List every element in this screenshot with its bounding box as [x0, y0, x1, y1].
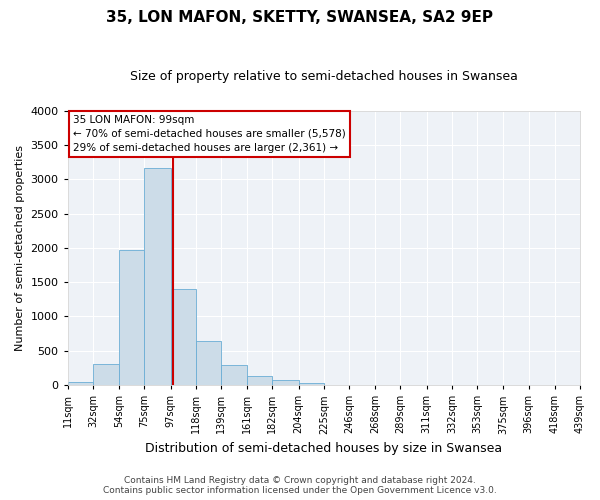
Title: Size of property relative to semi-detached houses in Swansea: Size of property relative to semi-detach…	[130, 70, 518, 83]
Bar	[170, 289, 196, 385]
Bar	[221, 364, 247, 385]
Bar	[196, 340, 221, 385]
Text: Contains HM Land Registry data © Crown copyright and database right 2024.
Contai: Contains HM Land Registry data © Crown c…	[103, 476, 497, 495]
Bar	[272, 380, 299, 385]
Bar	[119, 250, 145, 385]
Bar	[68, 382, 93, 385]
Bar	[299, 383, 324, 385]
X-axis label: Distribution of semi-detached houses by size in Swansea: Distribution of semi-detached houses by …	[145, 442, 502, 455]
Y-axis label: Number of semi-detached properties: Number of semi-detached properties	[15, 145, 25, 351]
Text: 35 LON MAFON: 99sqm
← 70% of semi-detached houses are smaller (5,578)
29% of sem: 35 LON MAFON: 99sqm ← 70% of semi-detach…	[73, 114, 346, 152]
Text: 35, LON MAFON, SKETTY, SWANSEA, SA2 9EP: 35, LON MAFON, SKETTY, SWANSEA, SA2 9EP	[107, 10, 493, 25]
Bar	[145, 168, 170, 385]
Bar	[93, 364, 119, 385]
Bar	[247, 376, 272, 385]
